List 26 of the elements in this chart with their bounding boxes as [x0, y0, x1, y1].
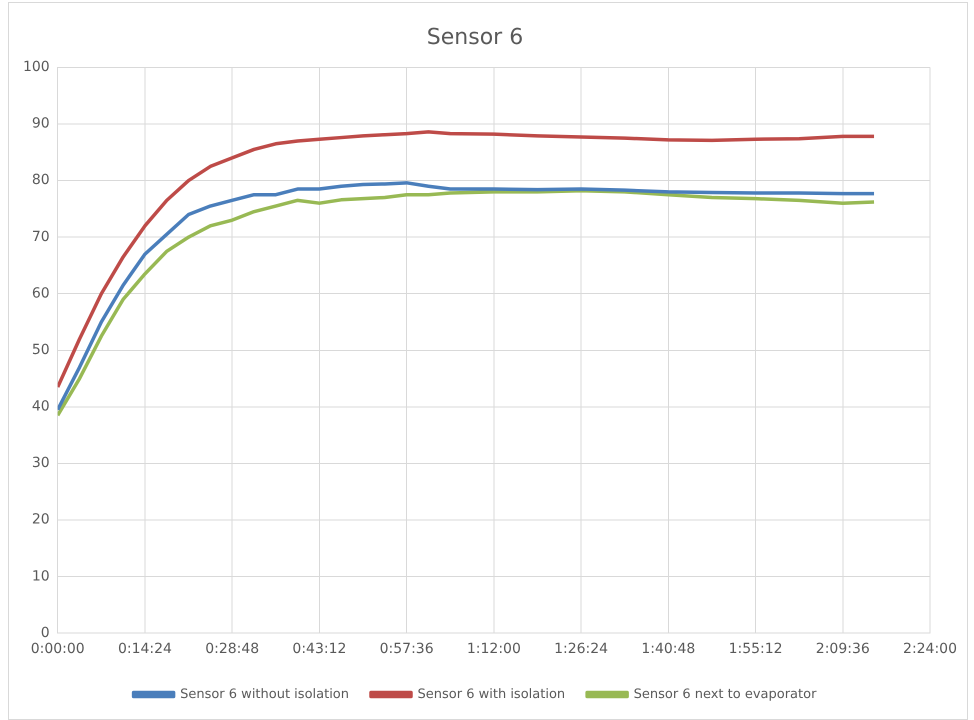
- x-tick-label: 1:55:12: [728, 641, 783, 658]
- y-tick-label: 0: [40, 624, 50, 641]
- y-tick-label: 100: [22, 59, 50, 76]
- x-tick-label: 1:40:48: [641, 641, 696, 658]
- y-tick-label: 70: [32, 228, 50, 245]
- chart-title: Sensor 6: [426, 24, 524, 50]
- x-tick-label: 2:24:00: [903, 641, 958, 658]
- y-tick-label: 50: [32, 342, 50, 358]
- x-tick-label: 2:09:36: [816, 641, 870, 658]
- x-tick-label: 1:26:24: [554, 641, 608, 658]
- y-tick-label: 80: [32, 172, 50, 188]
- legend-label: Sensor 6 with isolation: [418, 686, 566, 702]
- x-tick-label: 0:43:12: [292, 641, 346, 658]
- x-tick-label: 0:28:48: [205, 641, 260, 658]
- legend-label: Sensor 6 without isolation: [180, 686, 350, 702]
- y-tick-label: 20: [32, 512, 50, 528]
- x-tick-label: 1:12:00: [466, 641, 521, 658]
- x-tick-label: 0:14:24: [118, 641, 172, 658]
- y-tick-label: 40: [32, 398, 50, 415]
- y-tick-label: 90: [32, 116, 50, 132]
- y-tick-label: 10: [32, 568, 50, 584]
- x-tick-label: 0:57:36: [380, 641, 434, 658]
- x-tick-label: 0:00:00: [30, 641, 85, 658]
- y-tick-label: 30: [32, 455, 50, 472]
- y-tick-label: 60: [32, 285, 50, 302]
- legend-label: Sensor 6 next to evaporator: [634, 686, 818, 702]
